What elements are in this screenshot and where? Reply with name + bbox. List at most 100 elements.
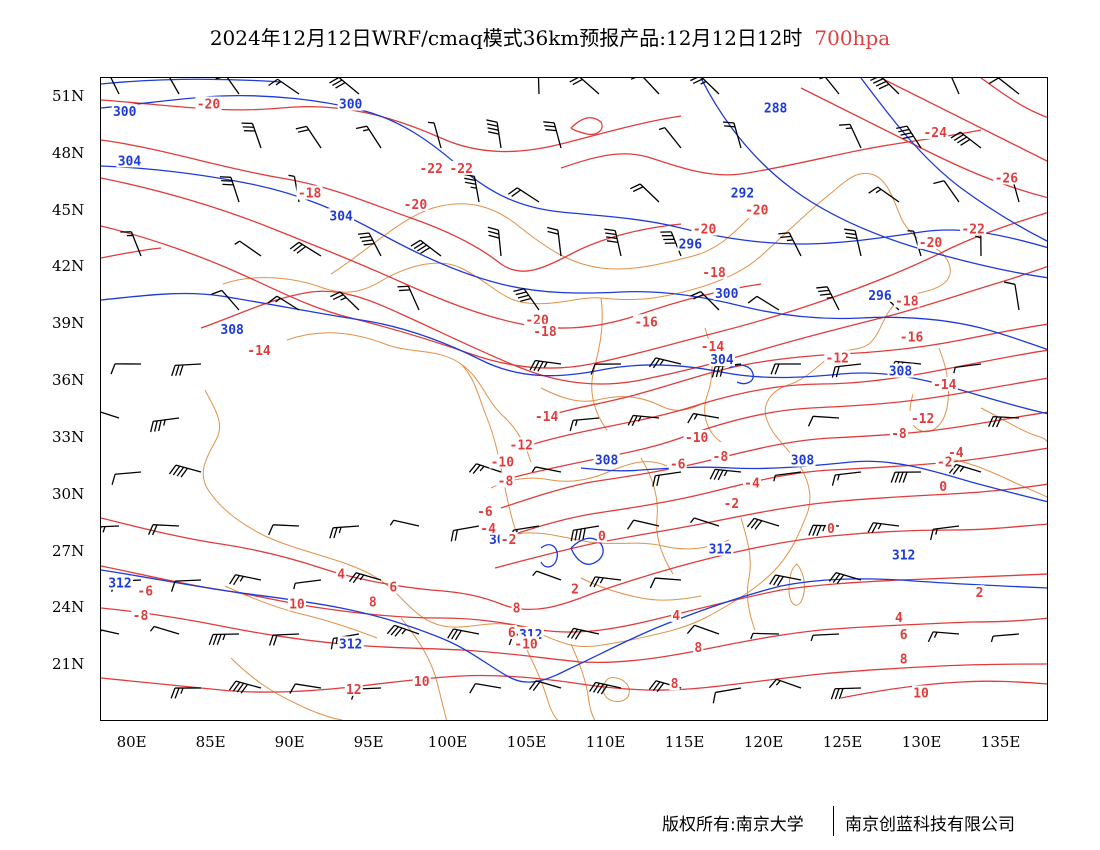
temp-label-bg	[136, 583, 155, 598]
wind-barb	[686, 624, 720, 635]
temp-label-bg	[825, 520, 836, 535]
temp-label-bg	[974, 585, 985, 600]
wind-barb	[268, 633, 300, 646]
wind-barb	[543, 121, 562, 149]
wind-barb	[988, 416, 1020, 428]
temp-label: -4	[744, 476, 760, 491]
wind-barb	[896, 125, 922, 149]
temp-label-bg	[596, 528, 607, 543]
temp-label-bg	[909, 410, 936, 425]
temp-label: 0	[827, 522, 835, 537]
temp-label: -4	[480, 522, 496, 537]
temp-label: -12	[911, 412, 934, 427]
height-label-bg	[789, 452, 816, 467]
height-label: 304	[118, 154, 142, 169]
wind-barb	[513, 288, 540, 311]
height-label: 288	[764, 101, 788, 116]
height-label: 312	[709, 543, 732, 558]
wind-barb	[528, 680, 562, 692]
wind-barb	[295, 125, 322, 149]
wind-barb	[329, 525, 360, 539]
wind-barb	[267, 295, 300, 311]
wind-barb	[537, 78, 540, 95]
temp-label: -2	[501, 533, 517, 548]
temp-label: -14	[247, 344, 271, 359]
height-label-bg	[729, 185, 756, 200]
temp-label-bg	[693, 640, 704, 655]
temp-label-bg	[367, 594, 378, 609]
wind-barb	[529, 359, 562, 372]
temp-label-bg	[489, 454, 516, 469]
wind-barb	[463, 173, 480, 203]
wind-barb	[810, 633, 840, 642]
temp-label-bg	[508, 437, 535, 452]
wind-barb	[951, 78, 960, 95]
wind-barb	[487, 226, 502, 257]
latitude-label: 36N	[52, 371, 85, 390]
weather-map[interactable]: 300 300 304 304 308 288 292 296 300 296 304 308 308 3…	[100, 77, 1048, 721]
height-label-bg	[713, 285, 740, 300]
wind-barb	[770, 363, 802, 375]
wind-barb	[148, 524, 180, 536]
wind-barb	[171, 363, 202, 377]
temp-label: -10	[514, 637, 538, 652]
wind-barb	[948, 463, 982, 475]
temp-label: 12	[346, 683, 362, 698]
temp-label-bg	[499, 532, 518, 547]
height-label-bg	[337, 96, 364, 111]
wind-barb	[648, 357, 682, 369]
height-label-bg	[593, 452, 620, 467]
wind-barb	[589, 681, 622, 695]
temperature-isotherms	[101, 78, 1047, 699]
height-label-bg	[328, 208, 355, 223]
latitude-label: 24N	[52, 598, 85, 617]
temp-label-bg	[513, 636, 540, 651]
wind-barb	[168, 464, 202, 478]
wind-barb	[170, 687, 202, 699]
temp-label: -16	[634, 315, 658, 330]
temp-label-bg	[388, 579, 399, 594]
height-label-bg	[677, 236, 704, 251]
temp-label-bg	[336, 566, 347, 581]
height-label: 308	[889, 365, 913, 380]
temp-label-bg	[412, 674, 431, 689]
temp-label-bg	[742, 475, 761, 490]
temp-label: -20	[693, 223, 717, 238]
temp-label-bg	[195, 96, 222, 111]
temp-label: -22	[961, 223, 984, 238]
wind-barb	[660, 231, 682, 257]
height-label-bg	[707, 541, 734, 556]
temp-label-bg	[938, 479, 949, 494]
wind-barb	[690, 517, 720, 527]
temp-label: 8	[900, 652, 908, 667]
temp-label: 4	[337, 567, 345, 582]
wind-barb	[816, 286, 840, 311]
temp-label: -10	[685, 431, 709, 446]
temp-label: -2	[937, 456, 953, 471]
wind-barb	[355, 125, 382, 149]
wind-barb	[228, 680, 262, 694]
latitude-label: 45N	[52, 200, 85, 219]
latitude-label: 33N	[52, 427, 85, 446]
height-label-bg	[887, 363, 914, 378]
longitude-label: 85E	[195, 733, 226, 751]
temp-label: -14	[701, 340, 725, 355]
height-label-bg	[866, 287, 893, 302]
wind-barb	[1004, 281, 1020, 311]
temperature-contour-labels: -20-22 -22-18-20-24-26-20-22-20-20-18-18-…	[131, 96, 1020, 702]
temp-label-bg	[893, 609, 904, 624]
longitude-label: 100E	[427, 733, 468, 751]
wind-barb	[649, 577, 682, 589]
wind-barb	[567, 627, 600, 640]
temp-label: -18	[533, 325, 557, 340]
temp-label: -20	[197, 98, 221, 113]
wind-barb	[570, 525, 600, 542]
temp-label: 10	[913, 687, 929, 702]
height-label: 296	[679, 238, 703, 253]
temp-label: 6	[900, 628, 908, 643]
temp-label-bg	[898, 651, 909, 666]
wind-barb	[101, 411, 120, 419]
temp-label: 8	[671, 677, 679, 692]
wind-barb	[747, 295, 780, 311]
temp-label: -6	[670, 457, 686, 472]
